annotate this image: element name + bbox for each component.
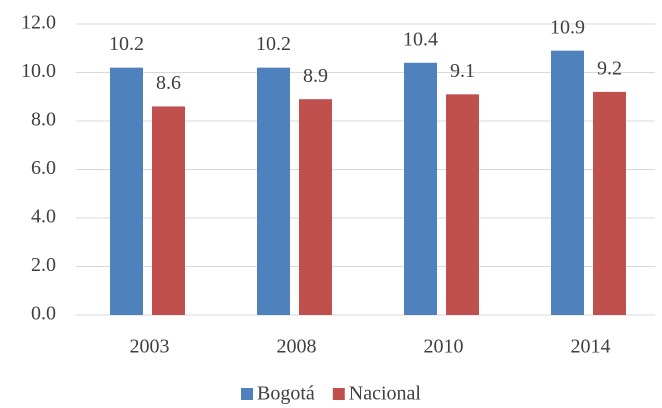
y-tick-label: 2.0 bbox=[31, 254, 56, 276]
bar bbox=[110, 67, 143, 316]
bar bbox=[257, 67, 290, 316]
bar bbox=[551, 50, 584, 316]
bar bbox=[446, 94, 479, 315]
data-label: 8.6 bbox=[156, 72, 181, 94]
y-tick-label: 0.0 bbox=[31, 303, 56, 325]
x-tick-label: 2014 bbox=[571, 336, 611, 358]
data-label: 10.2 bbox=[109, 33, 144, 55]
data-label: 9.1 bbox=[450, 60, 475, 82]
bar bbox=[152, 106, 185, 315]
bar bbox=[404, 62, 437, 315]
y-tick-label: 10.0 bbox=[21, 60, 56, 82]
legend-swatch bbox=[332, 388, 345, 400]
data-label: 10.2 bbox=[256, 33, 291, 55]
bar bbox=[593, 91, 626, 316]
bar bbox=[299, 99, 332, 315]
x-tick-label: 2010 bbox=[424, 336, 464, 358]
x-tick-label: 2003 bbox=[130, 336, 170, 358]
legend-swatch bbox=[241, 388, 254, 400]
data-label: 8.9 bbox=[303, 65, 328, 87]
x-tick-label: 2008 bbox=[277, 336, 317, 358]
y-tick-label: 6.0 bbox=[31, 157, 56, 179]
legend-label: Nacional bbox=[349, 383, 422, 405]
data-label: 10.4 bbox=[403, 28, 438, 50]
legend-label: Bogotá bbox=[257, 383, 315, 405]
y-tick-label: 4.0 bbox=[31, 206, 56, 228]
y-tick-label: 12.0 bbox=[21, 12, 56, 34]
y-tick-label: 8.0 bbox=[31, 109, 56, 131]
data-label: 9.2 bbox=[597, 57, 622, 79]
data-label: 10.9 bbox=[550, 16, 585, 38]
